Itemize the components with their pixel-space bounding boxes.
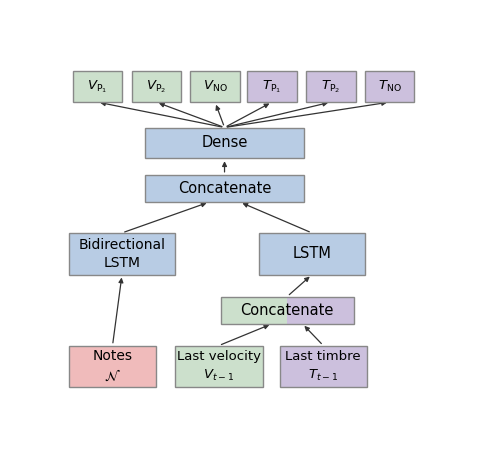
Bar bbox=[365, 71, 415, 102]
Bar bbox=[175, 346, 263, 388]
Bar bbox=[190, 71, 240, 102]
Bar bbox=[287, 296, 354, 324]
Bar bbox=[69, 346, 156, 388]
Text: Notes
$\mathcal{N}$: Notes $\mathcal{N}$ bbox=[93, 349, 132, 384]
Bar bbox=[69, 233, 175, 275]
Text: LSTM: LSTM bbox=[293, 246, 331, 261]
Bar bbox=[145, 127, 304, 159]
Bar bbox=[247, 71, 297, 102]
Bar bbox=[220, 296, 287, 324]
Bar bbox=[73, 71, 122, 102]
Text: $V_{\mathrm{NO}}$: $V_{\mathrm{NO}}$ bbox=[203, 79, 227, 94]
Bar bbox=[131, 71, 181, 102]
Text: $T_{\mathrm{P_2}}$: $T_{\mathrm{P_2}}$ bbox=[321, 78, 341, 95]
Bar bbox=[145, 175, 304, 202]
Bar bbox=[306, 71, 356, 102]
Text: Concatenate: Concatenate bbox=[178, 181, 271, 196]
Text: Last timbre
$T_{t-1}$: Last timbre $T_{t-1}$ bbox=[286, 350, 361, 383]
Text: $T_{\mathrm{P_1}}$: $T_{\mathrm{P_1}}$ bbox=[262, 78, 282, 95]
Bar bbox=[259, 233, 365, 275]
Text: Bidirectional
LSTM: Bidirectional LSTM bbox=[78, 237, 166, 270]
Text: $V_{\mathrm{P_1}}$: $V_{\mathrm{P_1}}$ bbox=[87, 78, 107, 95]
Text: Concatenate: Concatenate bbox=[241, 303, 334, 318]
Text: $V_{\mathrm{P_2}}$: $V_{\mathrm{P_2}}$ bbox=[146, 78, 166, 95]
Text: $T_{\mathrm{NO}}$: $T_{\mathrm{NO}}$ bbox=[378, 79, 402, 94]
Text: Dense: Dense bbox=[201, 135, 248, 151]
Text: Last velocity
$V_{t-1}$: Last velocity $V_{t-1}$ bbox=[177, 350, 261, 383]
Bar bbox=[280, 346, 367, 388]
Bar bbox=[220, 296, 354, 324]
